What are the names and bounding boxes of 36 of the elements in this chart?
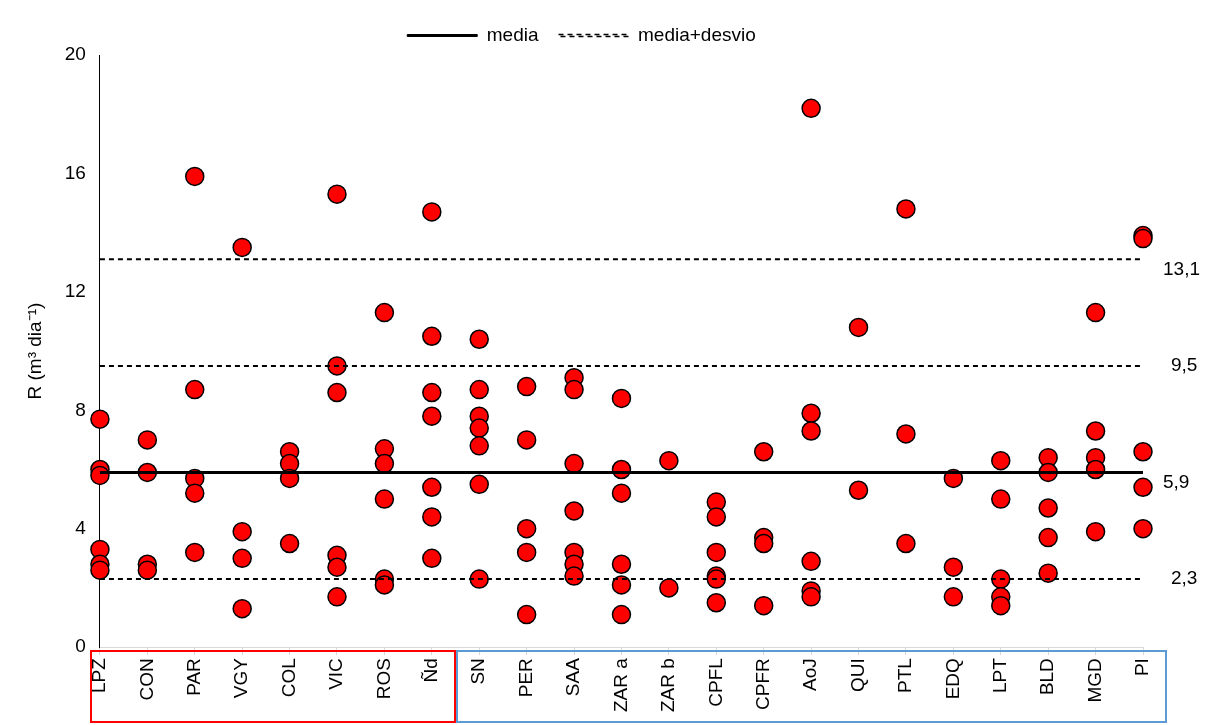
x-tick-label: QUI — [846, 658, 868, 692]
legend-label: media+desvio — [637, 23, 756, 45]
x-tick-label: VIC — [325, 658, 347, 690]
ref-line-label: 2,3 — [1171, 567, 1198, 589]
x-tick-label: Ñd — [420, 658, 442, 683]
x-tick-label: PAR — [182, 658, 204, 696]
x-tick-label: COL — [277, 658, 299, 698]
x-tick-label: VGY — [230, 657, 252, 699]
x-tick-label: SAA — [562, 657, 584, 697]
y-tick-label: 16 — [64, 161, 86, 183]
y-tick-label: 0 — [75, 635, 86, 657]
x-tick-label: LPZ — [88, 657, 110, 694]
x-tick-label: ROS — [372, 658, 394, 700]
y-axis-title: R (m³ dia⁻¹) — [23, 302, 45, 400]
annotation: 5,9 — [1163, 470, 1190, 492]
x-tick-label: CON — [135, 658, 157, 701]
x-tick-label: BLD — [1036, 658, 1058, 696]
y-tick-label: 4 — [75, 516, 87, 538]
x-tick-label: AoJ — [799, 658, 821, 691]
x-tick-label: PI — [1131, 658, 1153, 677]
x-tick-label: ZAR b — [657, 658, 679, 713]
x-tick-label: SN — [467, 658, 489, 685]
x-tick-label: CPFL — [704, 658, 726, 707]
x-tick-label: CPFR — [751, 658, 773, 710]
x-tick-label: LPT — [989, 657, 1010, 694]
x-tick-label: PER — [514, 658, 536, 698]
y-tick-label: 12 — [64, 280, 86, 302]
ref-line-label: 9,5 — [1171, 354, 1198, 376]
x-tick-label: MGD — [1083, 658, 1105, 703]
legend-label: media — [486, 23, 539, 45]
x-tick-label: PTL — [894, 658, 916, 694]
annotation: 13,1 — [1163, 257, 1200, 279]
y-tick-label: 20 — [64, 43, 86, 65]
y-tick-label: 8 — [75, 398, 86, 420]
x-tick-label: EDQ — [941, 658, 963, 700]
x-tick-label: ZAR a — [609, 657, 631, 713]
